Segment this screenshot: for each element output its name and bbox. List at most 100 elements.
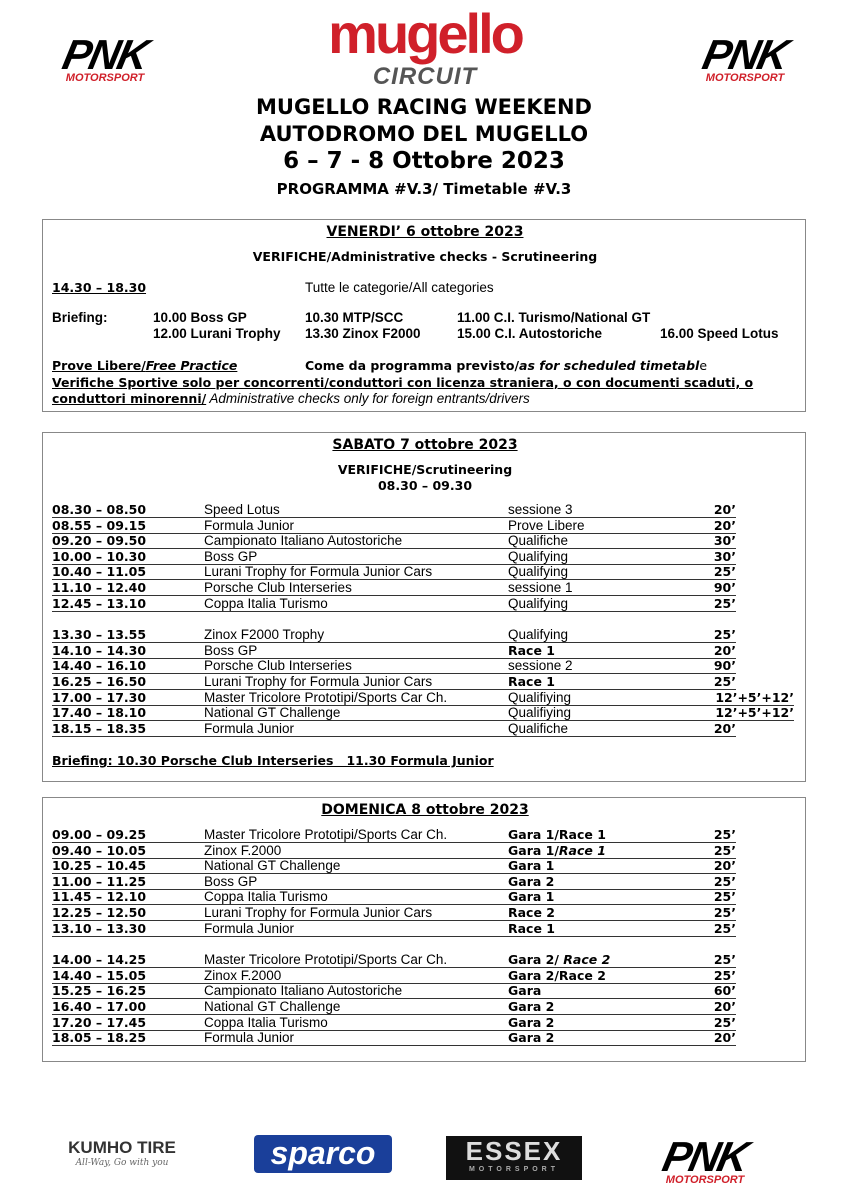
session-duration: 12’+5’+12’ [715, 689, 794, 705]
session-duration: 30’ [713, 533, 736, 549]
event-name: National GT Challenge [204, 858, 341, 874]
event-name: Master Tricolore Prototipi/Sports Car Ch… [204, 689, 448, 705]
session-type: Gara 2/ Race 2 [508, 952, 611, 968]
event-name: National GT Challenge [204, 705, 341, 721]
session-time: 11.45 – 12.10 [52, 889, 147, 905]
schedule-row: 08.30 – 08.50 Speed Lotus sessione 3 20’ [52, 502, 736, 518]
event-name: Speed Lotus [204, 502, 280, 517]
event-name: Formula Junior [204, 1030, 295, 1046]
session-time: 15.25 – 16.25 [52, 983, 147, 999]
session-duration: 25’ [713, 674, 736, 689]
event-name: Zinox F.2000 [204, 967, 282, 983]
friday-section: VENERDI’ 6 ottobre 2023 VERIFICHE/Admini… [42, 219, 806, 412]
schedule-row: 17.00 – 17.30 Master Tricolore Prototipi/… [52, 690, 794, 706]
session-duration: 25’ [713, 827, 736, 842]
session-type: Qualifying [508, 627, 569, 643]
session-type: Race 1 [508, 642, 555, 658]
session-duration: 25’ [713, 564, 736, 580]
briefing-saturday: Briefing: 10.30 Porsche Club Interseries… [52, 753, 494, 768]
schedule-row: 13.30 – 13.55 Zinox F2000 Trophy Qualifyin… [52, 627, 736, 644]
session-type: Gara 1 [508, 889, 555, 905]
session-time: 10.40 – 11.05 [52, 564, 147, 580]
event-name: National GT Challenge [204, 999, 341, 1014]
schedule-row: 12.25 – 12.50 Lurani Trophy for Formula J… [52, 905, 736, 921]
event-name: Boss GP [204, 548, 258, 564]
session-time: 14.40 – 16.10 [52, 658, 147, 674]
page-title: MUGELLO RACING WEEKEND AUTODROMO DEL MUG… [256, 95, 592, 174]
session-duration: 25’ [713, 1014, 736, 1030]
session-duration: 12’+5’+12’ [715, 705, 794, 721]
session-type: Qualifying [508, 564, 569, 580]
event-name: Coppa Italia Turismo [204, 595, 328, 611]
event-name: Formula Junior [204, 517, 295, 533]
session-time: 08.30 – 08.50 [52, 502, 147, 517]
session-duration: 25’ [713, 627, 736, 643]
session-duration: 60’ [713, 983, 736, 999]
schedule-row: 09.20 – 09.50 Campionato Italiano Autosto… [52, 533, 736, 550]
session-type: Gara [508, 983, 542, 999]
mugello-logo: mugello CIRCUIT [328, 2, 525, 90]
session-time: 13.30 – 13.55 [52, 627, 147, 643]
session-type: Qualifiying [508, 689, 572, 705]
session-type: Gara 2/Race 2 [508, 967, 606, 983]
day-title: DOMENICA 8 ottobre 2023 [321, 802, 529, 818]
event-name: Boss GP [204, 873, 258, 889]
session-time: 11.00 – 11.25 [52, 873, 147, 889]
session-duration: 20’ [713, 999, 736, 1014]
schedule-row: 11.10 – 12.40 Porsche Club Interseries ses… [52, 580, 736, 596]
session-time: 16.25 – 16.50 [52, 674, 147, 689]
event-name: Coppa Italia Turismo [204, 1014, 328, 1030]
event-name: Lurani Trophy for Formula Junior Cars [204, 905, 433, 920]
essex-logo: ESSEX MOTORSPORT [446, 1136, 582, 1180]
kumho-tire-logo: KUMHO TIRE All-Way, Go with you [68, 1138, 176, 1168]
session-time: 12.45 – 13.10 [52, 595, 147, 611]
session-duration: 25’ [713, 595, 736, 611]
session-time: 16.40 – 17.00 [52, 999, 147, 1014]
session-duration: 90’ [713, 658, 736, 674]
event-name: Formula Junior [204, 720, 295, 736]
checks-line: 14.30 – 18.30 Tutte le categorie/All cate… [52, 280, 494, 295]
session-time: 09.20 – 09.50 [52, 533, 147, 549]
session-type: Qualifiche [508, 720, 569, 736]
event-name: Coppa Italia Turismo [204, 889, 328, 905]
schedule-row: 10.00 – 10.30 Boss GP Qualifying 30’ [52, 549, 736, 565]
day-title: SABATO 7 ottobre 2023 [332, 437, 518, 453]
session-duration: 20’ [713, 517, 736, 533]
licence-note: Verifiche Sportive solo per concorrenti/… [52, 375, 754, 406]
day-title: VENERDI’ 6 ottobre 2023 [326, 224, 524, 240]
session-duration: 20’ [713, 502, 736, 517]
session-duration: 25’ [713, 842, 736, 858]
schedule-row: 08.55 – 09.15 Formula Junior Prove Libere 2… [52, 518, 736, 534]
event-name: Master Tricolore Prototipi/Sports Car Ch… [204, 952, 448, 968]
session-time: 14.00 – 14.25 [52, 952, 147, 968]
session-duration: 90’ [713, 580, 736, 595]
session-type: sessione 3 [508, 502, 573, 517]
event-name: Campionato Italiano Autostoriche [204, 983, 403, 999]
schedule-row: 11.45 – 12.10 Coppa Italia Turismo Gara 1 2… [52, 889, 736, 906]
schedule-row: 09.40 – 10.05 Zinox F.2000 Gara 1/Race 1 25… [52, 843, 736, 859]
session-time: 14.10 – 14.30 [52, 642, 147, 658]
session-time: 08.55 – 09.15 [52, 517, 147, 533]
session-time: 14.40 – 15.05 [52, 967, 147, 983]
event-name: Lurani Trophy for Formula Junior Cars [204, 674, 433, 689]
session-type: Gara 1 [508, 858, 555, 874]
schedule-row: 12.45 – 13.10 Coppa Italia Turismo Qualify… [52, 596, 736, 612]
session-type: Gara 2 [508, 1014, 555, 1030]
session-time: 17.20 – 17.45 [52, 1014, 147, 1030]
event-name: Zinox F.2000 [204, 842, 282, 858]
session-time: 10.00 – 10.30 [52, 548, 147, 564]
schedule-row: 15.25 – 16.25 Campionato Italiano Autosto… [52, 983, 736, 1000]
schedule-row: 18.15 – 18.35 Formula Junior Qualifiche 20’ [52, 721, 736, 737]
programme-version: PROGRAMMA #V.3/ Timetable #V.3 [276, 180, 572, 198]
schedule-row: 14.40 – 16.10 Porsche Club Interseries ses… [52, 658, 736, 675]
session-time: 18.15 – 18.35 [52, 720, 147, 736]
event-name: Porsche Club Interseries [204, 658, 352, 674]
section-subtitle: VERIFICHE/Scrutineering 08.30 – 09.30 [337, 462, 513, 493]
schedule-row: 14.40 – 15.05 Zinox F.2000 Gara 2/Race 2 25… [52, 968, 736, 984]
session-time: 13.10 – 13.30 [52, 920, 147, 936]
sparco-logo: sparco [254, 1135, 392, 1173]
session-duration: 25’ [713, 889, 736, 905]
session-duration: 25’ [713, 905, 736, 920]
pnk-logo-right: PNK MOTORSPORT [698, 31, 792, 84]
event-name: Zinox F2000 Trophy [204, 627, 325, 643]
